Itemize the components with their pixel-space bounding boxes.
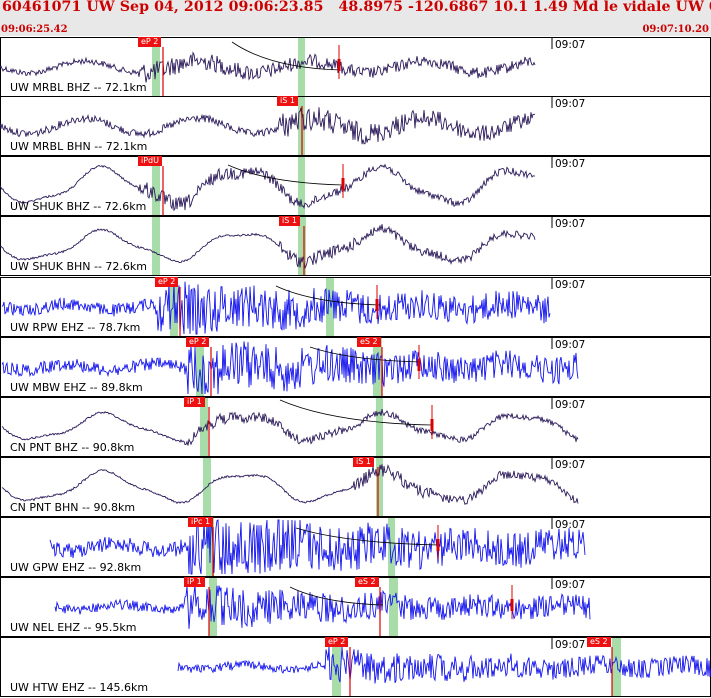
waveform: [0, 51, 536, 83]
trace-label: UW SHUK BHZ -- 72.6km: [10, 200, 147, 213]
time-tick-label: 09:07: [555, 579, 586, 591]
pick-label[interactable]: iS 1: [279, 216, 300, 226]
pick-window: [152, 157, 160, 215]
pick-label[interactable]: eS 2: [587, 637, 611, 647]
window-end-time: 09:07:10.20: [642, 24, 709, 35]
time-tick-label: 09:07: [555, 459, 586, 471]
pick-window: [373, 338, 382, 396]
trace-label: UW RPW EHZ -- 78.7km: [10, 321, 141, 334]
trace-label: UW MRBL BHZ -- 72.1km: [10, 81, 147, 94]
pick-label[interactable]: iS 1: [353, 457, 374, 467]
trace-label: UW SHUK BHN -- 72.6km: [10, 260, 147, 273]
amplitude-marker-box: [341, 178, 345, 190]
pick-label[interactable]: eP 2: [138, 37, 162, 47]
trace-label: UW NEL EHZ -- 95.5km: [10, 621, 137, 634]
time-tick-label: 09:07: [555, 158, 586, 170]
time-tick-label: 09:07: [555, 339, 586, 351]
pick-label[interactable]: iS 1: [277, 96, 298, 106]
waveform: [1, 279, 551, 335]
time-tick-label: 09:07: [555, 218, 586, 230]
predicted-arrival-curve: [295, 527, 439, 546]
time-tick-label: 09:07: [555, 39, 586, 51]
amplitude-marker-box: [417, 359, 421, 371]
waveform: [1, 464, 579, 506]
pick-label[interactable]: iP 1: [184, 577, 205, 587]
amplitude-marker-box: [436, 539, 440, 551]
pick-window: [376, 458, 383, 516]
pick-label[interactable]: eS 2: [357, 337, 381, 347]
waveform: [54, 584, 591, 629]
trace-label: UW MBW EHZ -- 89.8km: [10, 381, 143, 394]
time-tick-label: 09:07: [555, 399, 586, 411]
trace-label: CN PNT BHZ -- 90.8km: [10, 441, 135, 454]
trace-label: UW MRBL BHN -- 72.1km: [10, 140, 148, 153]
pick-window: [389, 578, 398, 636]
pick-window: [326, 278, 334, 336]
time-tick-label: 09:07: [555, 519, 586, 531]
waveform: [49, 519, 586, 575]
waveform: [1, 408, 579, 446]
amplitude-marker-box: [375, 299, 379, 311]
amplitude-marker-box: [430, 419, 434, 431]
pick-window: [170, 278, 178, 336]
trace-label: UW GPW EHZ -- 92.8km: [10, 561, 142, 574]
time-tick-label: 09:07: [555, 279, 586, 291]
time-tick-label: 09:07: [555, 639, 586, 651]
waveform: [0, 107, 536, 145]
predicted-arrival-curve: [275, 285, 381, 306]
waveform: [1, 341, 579, 395]
pick-window: [612, 638, 621, 696]
time-tick-label: 09:07: [555, 98, 586, 110]
trace-panel[interactable]: [0, 277, 711, 337]
header-band: [0, 0, 711, 36]
pick-window: [298, 157, 305, 215]
pick-label[interactable]: iPdU: [138, 156, 162, 166]
pick-window: [376, 398, 383, 456]
predicted-arrival-curve: [227, 164, 344, 186]
pick-window: [209, 578, 217, 636]
predicted-arrival-curve: [309, 346, 421, 363]
trace-label: UW HTW EHZ -- 145.6km: [10, 681, 149, 694]
trace-label: CN PNT BHN -- 90.8km: [10, 501, 136, 514]
pick-label[interactable]: iP 1: [184, 397, 205, 407]
pick-label[interactable]: iPc 1: [188, 517, 214, 527]
predicted-arrival-curve: [231, 41, 341, 71]
pick-window: [196, 338, 204, 396]
trace-panel[interactable]: [0, 517, 711, 577]
waveform: [0, 163, 536, 212]
pick-label[interactable]: eP 2: [155, 277, 179, 287]
predicted-arrival-curve: [279, 399, 433, 426]
pick-window: [388, 518, 395, 576]
waveform: [0, 224, 536, 269]
pick-window: [298, 217, 306, 275]
pick-label[interactable]: eP 2: [325, 637, 349, 647]
trace-panel[interactable]: [0, 337, 711, 397]
amplitude-marker-box: [337, 59, 341, 71]
waveform: [177, 645, 711, 684]
window-start-time: 09:06:25.42: [1, 24, 68, 35]
pick-label[interactable]: eP 2: [186, 337, 210, 347]
event-header-title: 60461071 UW Sep 04, 2012 09:06:23.85 48.…: [2, 0, 711, 15]
predicted-arrival-curve: [289, 586, 384, 606]
pick-window: [152, 217, 160, 275]
amplitude-marker-box: [510, 599, 514, 611]
pick-label[interactable]: eS 2: [355, 577, 379, 587]
